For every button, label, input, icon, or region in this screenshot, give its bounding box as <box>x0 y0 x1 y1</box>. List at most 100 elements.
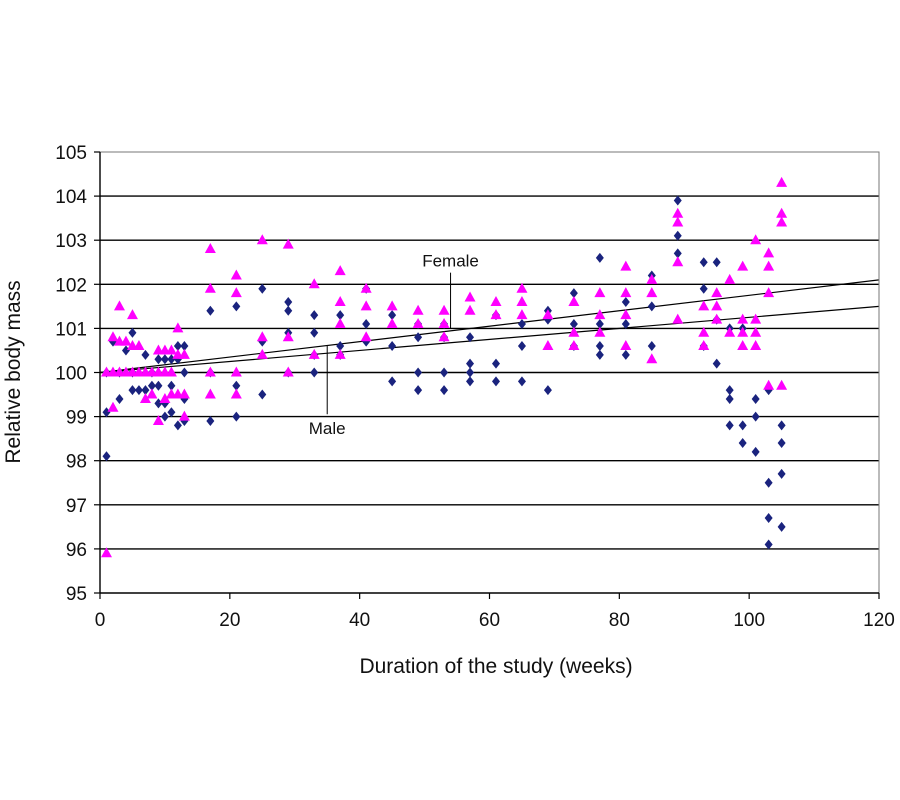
data-point <box>256 348 268 359</box>
x-tick-label: 60 <box>479 610 500 631</box>
annotation-label: Female <box>422 252 479 271</box>
data-point <box>147 380 156 391</box>
data-point <box>543 385 552 396</box>
data-point <box>491 376 500 387</box>
data-point <box>107 401 119 412</box>
data-point <box>777 420 786 431</box>
data-point <box>737 326 749 337</box>
data-point <box>160 354 169 365</box>
data-point <box>595 318 604 329</box>
y-tick-label: 100 <box>55 364 87 385</box>
data-point <box>764 513 773 524</box>
data-point <box>173 420 182 431</box>
data-point <box>334 317 346 328</box>
data-point <box>128 385 137 396</box>
annotation-label: Male <box>309 419 346 438</box>
data-point <box>232 301 241 312</box>
data-point <box>672 313 684 324</box>
data-point <box>491 358 500 369</box>
data-point <box>672 256 684 267</box>
data-point <box>310 310 319 321</box>
data-point <box>646 273 658 284</box>
data-point <box>646 287 658 298</box>
data-point <box>620 309 632 320</box>
data-point <box>737 313 749 324</box>
data-point <box>764 539 773 550</box>
data-point <box>750 234 762 245</box>
data-point <box>672 216 684 227</box>
x-tick-label: 20 <box>219 610 240 631</box>
y-tick-label: 99 <box>66 408 87 429</box>
data-point <box>776 379 788 390</box>
trend-lines <box>99 279 880 374</box>
data-point <box>725 385 734 396</box>
data-point <box>672 207 684 218</box>
data-point <box>388 341 397 352</box>
data-point <box>751 393 760 404</box>
data-point <box>206 305 215 316</box>
data-point <box>414 367 423 378</box>
data-point <box>232 380 241 391</box>
data-point <box>310 327 319 338</box>
x-axis-title: Duration of the study (weeks) <box>359 655 632 678</box>
data-point <box>308 278 320 289</box>
y-tick-label: 105 <box>55 143 87 164</box>
y-axis-title: Relative body mass <box>2 280 25 463</box>
data-point <box>282 238 294 249</box>
data-point <box>594 326 606 337</box>
data-point <box>517 376 526 387</box>
data-point <box>336 341 345 352</box>
data-point <box>204 366 216 377</box>
data-point <box>336 310 345 321</box>
data-point <box>698 340 710 351</box>
data-point <box>256 234 268 245</box>
data-point <box>133 340 145 351</box>
data-point <box>711 287 723 298</box>
data-point <box>167 407 176 418</box>
data-point <box>490 295 502 306</box>
data-point <box>362 318 371 329</box>
data-point <box>230 287 242 298</box>
data-point <box>282 331 294 342</box>
data-point <box>673 230 682 241</box>
y-tick-label: 96 <box>66 540 87 561</box>
data-point <box>777 521 786 532</box>
data-point <box>542 309 554 320</box>
data-point <box>334 265 346 276</box>
data-point <box>751 446 760 457</box>
data-point <box>113 300 125 311</box>
trend-line <box>99 279 880 374</box>
data-point <box>568 340 580 351</box>
data-point <box>620 340 632 351</box>
data-point <box>126 309 138 320</box>
data-point <box>621 349 630 360</box>
data-point <box>180 341 189 352</box>
data-point <box>146 388 158 399</box>
data-point <box>308 348 320 359</box>
data-point <box>464 291 476 302</box>
data-point <box>763 260 775 271</box>
data-point <box>542 340 554 351</box>
data-point <box>724 326 736 337</box>
tick-labels: 95 96 97 98 99 100 101 102 103 104 105 0 20 40 60 80 100… <box>55 143 895 631</box>
data-point <box>776 176 788 187</box>
data-point <box>750 326 762 337</box>
data-point <box>167 354 176 365</box>
data-point <box>698 326 710 337</box>
data-point <box>699 257 708 268</box>
data-point <box>412 304 424 315</box>
data-point <box>763 379 775 390</box>
x-tick-label: 0 <box>95 610 106 631</box>
data-point <box>466 367 475 378</box>
data-point <box>699 283 708 294</box>
data-point <box>776 216 788 227</box>
data-point <box>284 296 293 307</box>
data-point <box>464 304 476 315</box>
data-point <box>466 376 475 387</box>
data-point <box>121 345 130 356</box>
data-point <box>107 331 119 342</box>
data-point <box>134 385 143 396</box>
trend-line <box>99 305 880 374</box>
data-point <box>386 317 398 328</box>
data-point <box>621 318 630 329</box>
